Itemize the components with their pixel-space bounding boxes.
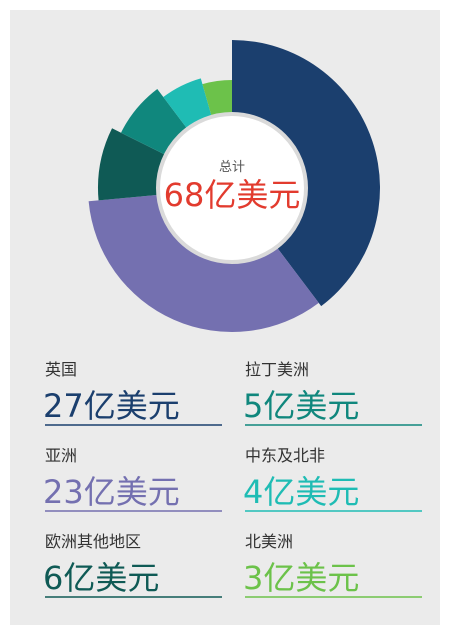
- legend-name: 英国: [45, 360, 77, 379]
- legend-name: 欧洲其他地区: [45, 532, 141, 551]
- legend-name: 北美洲: [245, 532, 293, 551]
- legend-name: 中东及北非: [245, 446, 325, 465]
- center-label: 总计: [219, 160, 245, 175]
- legend-value: 3亿美元: [243, 559, 359, 597]
- center-total: 68亿美元: [164, 176, 301, 214]
- legend-name: 拉丁美洲: [245, 360, 309, 379]
- segment: [88, 193, 319, 332]
- legend-name: 亚洲: [45, 446, 77, 465]
- legend-value: 6亿美元: [43, 559, 159, 597]
- legend-value: 23亿美元: [43, 473, 180, 511]
- legend-value: 4亿美元: [243, 473, 359, 511]
- center-disc: [156, 112, 308, 264]
- legend-value: 27亿美元: [43, 387, 180, 425]
- legend-value: 5亿美元: [243, 387, 359, 425]
